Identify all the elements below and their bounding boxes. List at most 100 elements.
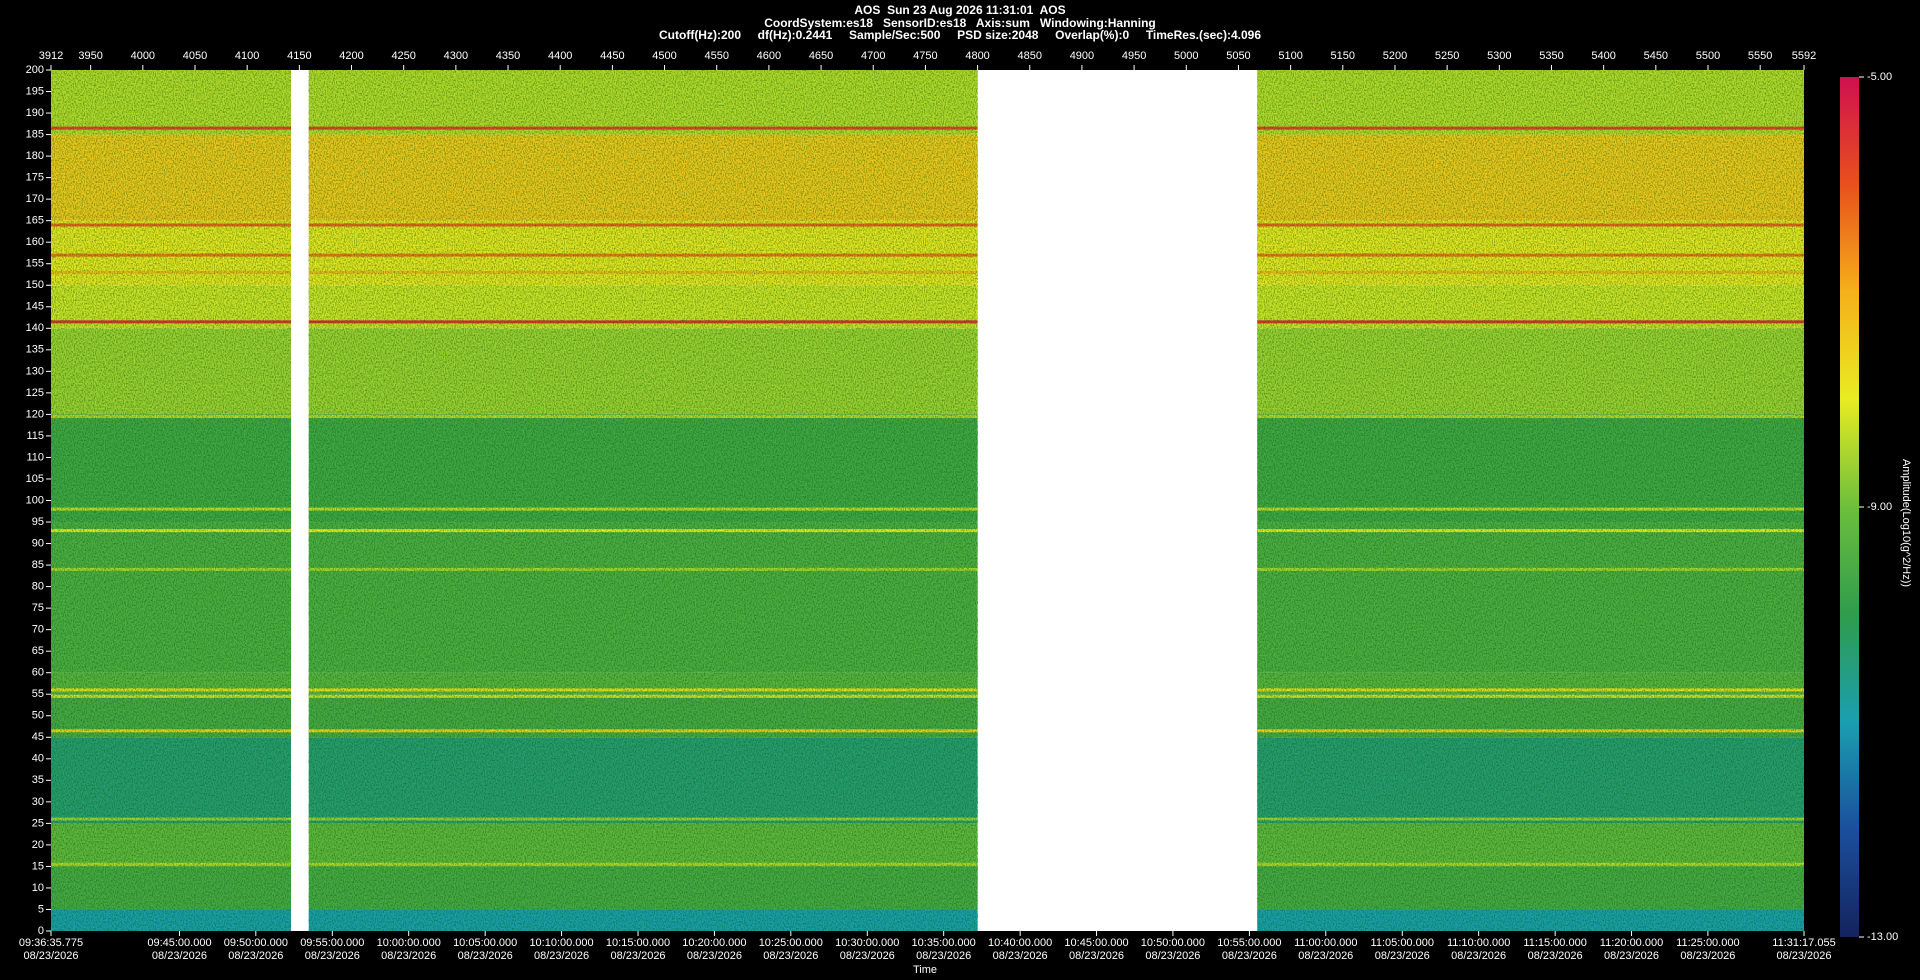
time-tick-label: 11:15:00.000: [1523, 937, 1586, 949]
time-tick-date: 08/23/2026: [993, 950, 1048, 962]
time-tick-label: 09:45:00.000: [147, 937, 211, 949]
y-tick-label: 115: [26, 430, 44, 442]
x-tick-label: 4100: [235, 50, 259, 62]
y-tick-label: 185: [26, 128, 44, 140]
x-tick-label: 5250: [1435, 50, 1459, 62]
time-tick-label: 09:36:35.775: [19, 937, 83, 949]
y-tick-label: 125: [26, 387, 44, 399]
time-tick-label: 11:00:00.000: [1294, 937, 1357, 949]
time-tick-label: 10:55:00.000: [1217, 937, 1281, 949]
time-tick-date: 08/23/2026: [305, 950, 360, 962]
time-tick-date: 08/23/2026: [23, 950, 78, 962]
x-tick-label: 4900: [1070, 50, 1094, 62]
time-tick-date: 08/23/2026: [152, 950, 207, 962]
time-tick-date: 08/23/2026: [1375, 950, 1430, 962]
x-tick-label: 4250: [391, 50, 415, 62]
x-tick-label: 3912: [39, 50, 63, 62]
y-tick-label: 60: [32, 667, 44, 679]
y-tick-label: 70: [32, 624, 44, 636]
x-tick-label: 5100: [1278, 50, 1302, 62]
y-tick-label: 5: [38, 903, 44, 915]
colorbar-tick-label: -5.00: [1867, 71, 1892, 83]
y-tick-label: 150: [26, 279, 44, 291]
time-tick-label: 10:15:00.000: [606, 937, 670, 949]
time-tick-date: 08/23/2026: [228, 950, 283, 962]
time-tick-label: 10:05:00.000: [453, 937, 517, 949]
y-tick-label: 50: [32, 710, 44, 722]
time-tick-label: 11:20:00.000: [1600, 937, 1663, 949]
time-tick-date: 08/23/2026: [458, 950, 513, 962]
y-tick-label: 90: [32, 537, 44, 549]
y-tick-label: 165: [26, 215, 44, 227]
time-tick-label: 11:10:00.000: [1447, 937, 1510, 949]
x-tick-label: 5450: [1644, 50, 1668, 62]
time-tick-date: 08/23/2026: [1604, 950, 1659, 962]
time-tick-date: 08/23/2026: [840, 950, 895, 962]
data-segment: [1257, 70, 1804, 931]
y-tick-label: 200: [26, 64, 44, 76]
x-tick-label: 4600: [757, 50, 781, 62]
y-tick-label: 30: [32, 796, 44, 808]
y-tick-label: 35: [32, 774, 44, 786]
x-tick-label: 5200: [1383, 50, 1407, 62]
y-tick-label: 160: [26, 236, 44, 248]
x-tick-label: 5300: [1487, 50, 1511, 62]
x-tick-label: 5050: [1226, 50, 1250, 62]
time-tick-date: 08/23/2026: [1069, 950, 1124, 962]
time-tick-label: 10:40:00.000: [988, 937, 1052, 949]
x-tick-label: 4750: [913, 50, 937, 62]
time-tick-date: 08/23/2026: [763, 950, 818, 962]
time-tick-label: 11:05:00.000: [1371, 937, 1434, 949]
colorbar-tick-label: -9.00: [1867, 501, 1892, 513]
x-tick-label: 5350: [1539, 50, 1563, 62]
y-tick-label: 130: [26, 365, 44, 377]
time-tick-label: 10:10:00.000: [529, 937, 593, 949]
y-tick-label: 180: [26, 150, 44, 162]
x-tick-label: 4400: [548, 50, 572, 62]
x-tick-label: 4950: [1122, 50, 1146, 62]
y-tick-label: 25: [32, 817, 44, 829]
chart-subtitle: CoordSystem:es18 SensorID:es18 Axis:sum …: [764, 16, 1156, 30]
time-tick-date: 08/23/2026: [916, 950, 971, 962]
x-tick-label: 5550: [1748, 50, 1772, 62]
time-tick-date: 08/23/2026: [611, 950, 666, 962]
y-tick-label: 105: [26, 473, 44, 485]
y-tick-label: 190: [26, 107, 44, 119]
colorbar-label: Amplitude(Log10(g^2/Hz)): [1900, 459, 1912, 587]
noise-texture: [308, 70, 978, 931]
time-tick-label: 10:45:00.000: [1064, 937, 1128, 949]
x-tick-label: 4000: [131, 50, 155, 62]
y-tick-label: 80: [32, 581, 44, 593]
x-tick-label: 4550: [704, 50, 728, 62]
x-tick-label: 5592: [1792, 50, 1816, 62]
x-tick-label: 4050: [183, 50, 207, 62]
y-tick-label: 140: [26, 322, 44, 334]
time-tick-date: 08/23/2026: [1451, 950, 1506, 962]
time-tick-date: 08/23/2026: [1680, 950, 1735, 962]
noise-texture: [51, 70, 291, 931]
colorbar: [1840, 77, 1859, 937]
y-tick-label: 85: [32, 559, 44, 571]
y-tick-label: 45: [32, 731, 44, 743]
time-tick-label: 09:50:00.000: [224, 937, 288, 949]
y-tick-label: 0: [38, 925, 44, 937]
x-tick-label: 4200: [339, 50, 363, 62]
noise-texture: [1257, 70, 1804, 931]
x-tick-label: 4300: [444, 50, 468, 62]
time-tick-label: 09:55:00.000: [300, 937, 364, 949]
x-tick-label: 5500: [1696, 50, 1720, 62]
x-tick-label: 4800: [965, 50, 989, 62]
x-tick-label: 5400: [1591, 50, 1615, 62]
time-tick-date: 08/23/2026: [687, 950, 742, 962]
chart-title: AOS Sun 23 Aug 2026 11:31:01 AOS: [854, 3, 1065, 17]
x-tick-label: 5150: [1331, 50, 1355, 62]
colorbar-tick-label: -13.00: [1867, 931, 1898, 943]
time-tick-date: 08/23/2026: [1222, 950, 1277, 962]
y-tick-label: 10: [32, 882, 44, 894]
time-tick-date: 08/23/2026: [1298, 950, 1353, 962]
y-tick-label: 95: [32, 516, 44, 528]
y-tick-label: 100: [26, 494, 44, 506]
time-tick-label: 10:00:00.000: [377, 937, 441, 949]
y-tick-label: 145: [26, 301, 44, 313]
